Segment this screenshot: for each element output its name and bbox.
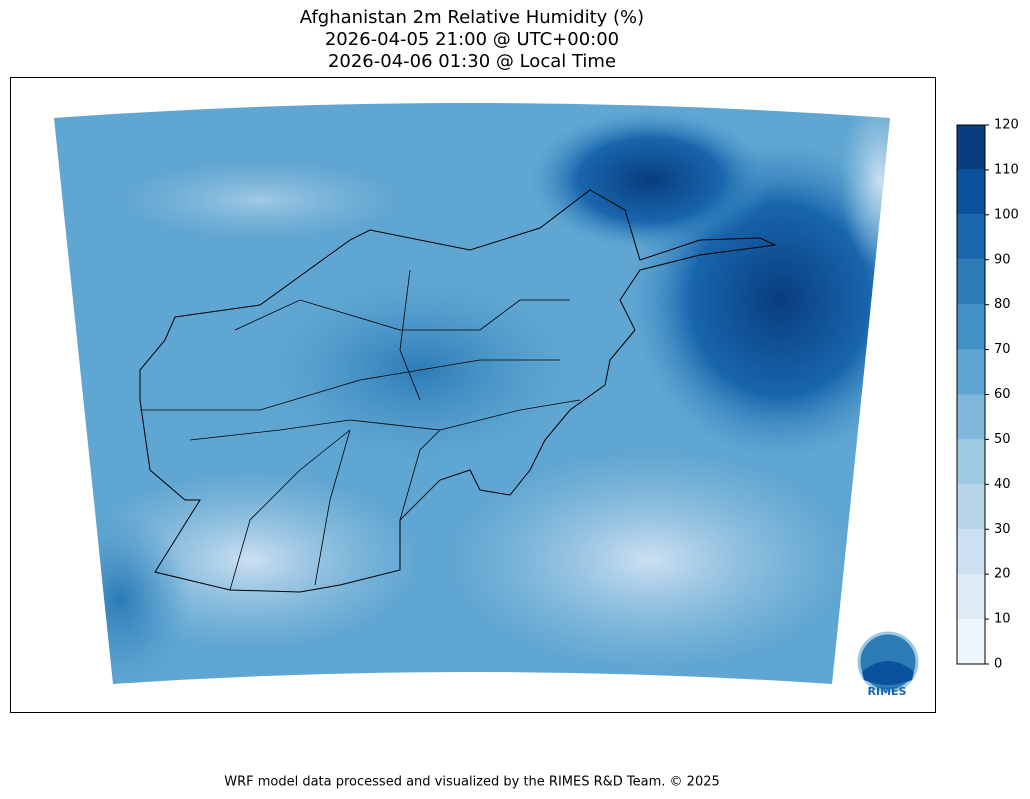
colorbar-tick-label: 90 [994, 252, 1011, 267]
colorbar-bin [957, 394, 985, 440]
colorbar-tick-label: 40 [994, 477, 1011, 492]
colorbar-tick-label: 30 [994, 522, 1011, 537]
colorbar-bin [957, 574, 985, 620]
colorbar-tick-label: 110 [994, 162, 1019, 177]
colorbar-tick-label: 10 [994, 612, 1011, 627]
logo-text: RIMES [868, 685, 907, 698]
map-frame [10, 77, 936, 713]
colorbar-bin [957, 484, 985, 530]
colorbar-bin [957, 349, 985, 395]
colorbar-tick-label: 60 [994, 387, 1011, 402]
colorbar-bin [957, 304, 985, 350]
colorbar-tick-label: 100 [994, 207, 1019, 222]
colorbar-bin [957, 439, 985, 485]
colorbar-tick-label: 120 [994, 118, 1019, 133]
title-line: 2026-04-06 01:30 @ Local Time [328, 51, 616, 72]
province-borders [140, 269, 581, 591]
colorbar-bin [957, 259, 985, 305]
logo: RIMES [857, 631, 919, 698]
title-line: Afghanistan 2m Relative Humidity (%) [300, 7, 644, 28]
colorbar-tick-label: 20 [994, 567, 1011, 582]
colorbar-bin [957, 619, 985, 664]
humidity-field [54, 103, 890, 684]
country-border [139, 189, 777, 593]
title-line: 2026-04-05 21:00 @ UTC+00:00 [325, 29, 619, 50]
colorbar-bin [957, 169, 985, 215]
colorbar-bin [957, 529, 985, 575]
colorbar-tick-label: 70 [994, 342, 1011, 357]
colorbar-bin [957, 214, 985, 260]
colorbar-bin [957, 125, 985, 170]
footer: WRF model data processed and visualized … [224, 775, 720, 790]
colorbar-tick-label: 80 [994, 297, 1011, 312]
colorbar-tick-label: 0 [994, 657, 1002, 672]
colorbar-tick-label: 50 [994, 432, 1011, 447]
